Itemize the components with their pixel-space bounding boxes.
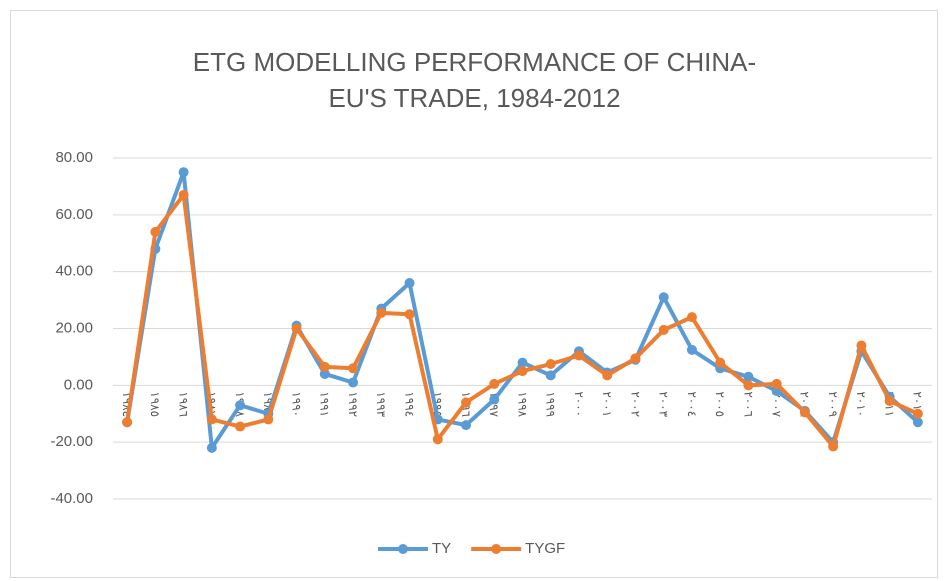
data-point [122,417,133,428]
data-point [602,370,613,381]
x-tick-label: ١٩٩١ [318,391,332,417]
x-tick-label: ١٩٩٣ [374,391,388,417]
data-point [319,361,330,372]
data-point [291,323,302,334]
x-tick-label: ٢٠٠١ [600,391,614,417]
x-tick-label: ١٩٨٦ [176,391,190,417]
data-point [658,324,669,335]
legend-swatch-marker [491,544,502,554]
x-tick-label: ٢٠٠٤ [685,391,699,417]
data-point [912,408,923,419]
chart-border [10,10,938,578]
x-tick-label: ٢٠١٠ [854,391,868,417]
data-point [404,278,415,289]
data-point [573,350,584,361]
data-point [206,414,217,425]
y-tick-label: -20.00 [50,433,93,450]
data-point [658,292,669,303]
data-point [799,407,810,418]
chart-title: ETG MODELLING PERFORMANCE OF CHINA-EU'S … [192,47,757,113]
x-tick-label: ٢٠٠٩ [826,391,840,417]
x-tick-label: ٢٠٠٣ [657,391,671,417]
y-tick-label: 20.00 [55,319,93,336]
data-point [376,307,387,318]
legend-label: TYGF [525,540,565,557]
data-point [432,434,443,445]
data-point [206,442,217,453]
data-point [461,397,472,408]
x-tick-label: ١٩٩٩ [544,391,558,417]
y-tick-label: -40.00 [50,490,93,507]
y-tick-label: 40.00 [55,263,93,280]
data-point [404,309,415,320]
data-point [235,421,246,432]
x-tick-label: ٢٠٠٧ [770,391,784,417]
y-tick-label: 80.00 [55,149,93,166]
data-point [489,394,500,405]
x-tick-label: ١٩٩٤ [402,391,416,417]
data-point [545,359,556,370]
legend-label: TY [432,540,451,557]
data-point [686,344,697,355]
data-point [743,371,754,382]
x-tick-label: ٢٠٠٥ [713,391,727,417]
data-point [263,414,274,425]
data-point [319,368,330,379]
data-point [178,167,189,178]
data-point [715,357,726,368]
data-point [912,417,923,428]
data-point [743,380,754,391]
data-point [517,366,528,377]
legend-swatch-marker [398,544,408,554]
data-point [856,340,867,351]
data-point [235,400,246,411]
data-point [178,189,189,200]
x-tick-label: ١٩٩٢ [346,391,360,417]
data-point [884,395,895,406]
x-tick-label: ٢٠٠٦ [741,391,755,417]
data-point [686,312,697,323]
data-point [517,357,528,368]
x-tick-label: ١٩٨٥ [148,391,162,417]
y-tick-label: 60.00 [55,206,93,223]
data-point [630,353,641,364]
data-point [828,441,839,452]
data-point [771,378,782,389]
x-tick-label: ٢٠٠٠ [572,391,586,417]
data-point [489,378,500,389]
x-tick-label: ١٩٩٨ [515,391,529,417]
data-point [348,377,359,388]
data-point [461,420,472,431]
legend: TY TYGF [378,540,565,557]
x-tick-label: ١٩٩٠ [289,391,303,417]
data-point [348,363,359,374]
chart-title-box: ETG MODELLING PERFORMANCE OF CHINA-EU'S … [0,44,949,116]
data-point [545,370,556,381]
x-tick-label: ٢٠٠٢ [628,391,642,417]
data-point [150,226,161,237]
y-tick-label: 0.00 [64,376,93,393]
